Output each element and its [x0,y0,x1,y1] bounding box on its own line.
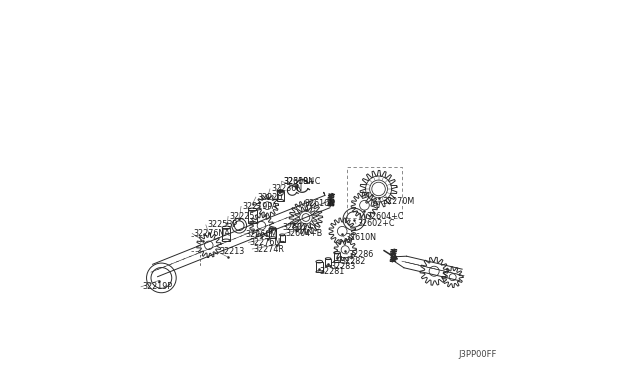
Text: 32276N: 32276N [250,238,281,247]
Text: 32602+C: 32602+C [282,223,320,232]
Text: 32286: 32286 [348,250,373,259]
Text: 32274R: 32274R [253,244,284,253]
Text: 32604+C: 32604+C [366,212,404,221]
Text: 32281: 32281 [319,267,344,276]
Text: 32610N: 32610N [305,199,335,208]
Bar [280,235,285,242]
Text: 32283: 32283 [330,262,356,271]
Bar [277,191,284,201]
Text: 32276NA: 32276NA [193,229,230,238]
Text: 32610N: 32610N [345,232,376,242]
Text: 32219PA: 32219PA [242,202,277,211]
Text: 32213: 32213 [219,247,244,256]
Bar [316,262,323,272]
Text: 32219P: 32219P [142,282,172,291]
Text: 32282: 32282 [340,257,365,266]
Bar [325,259,331,266]
Text: J3PP00FF: J3PP00FF [459,350,497,359]
Text: 32602+C: 32602+C [357,219,395,228]
Text: 32604+B: 32604+B [286,229,323,238]
Text: 32236N: 32236N [271,185,302,193]
Bar [333,253,340,262]
Bar [269,228,276,238]
Bar [222,228,230,241]
Text: 32270M: 32270M [382,197,415,206]
Text: 32608+C: 32608+C [283,177,320,186]
Text: 32319N: 32319N [283,177,314,186]
Text: 32260M: 32260M [245,230,277,239]
Text: 32225: 32225 [229,212,255,221]
Bar [248,210,257,223]
Text: 32220: 32220 [257,193,282,202]
Text: 32253P: 32253P [207,221,237,230]
